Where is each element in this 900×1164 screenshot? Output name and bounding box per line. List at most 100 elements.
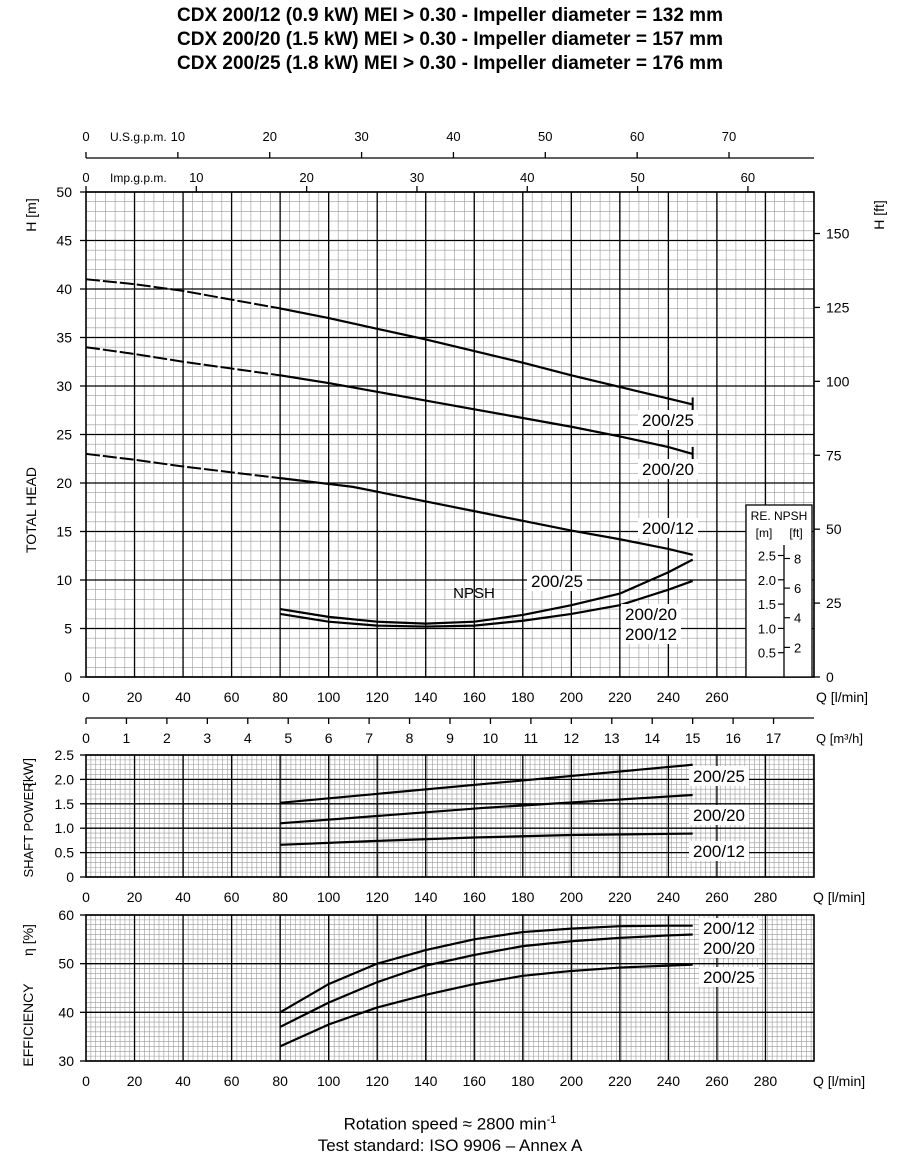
- head-ytick-label: 20: [56, 475, 72, 491]
- chart-title-3: CDX 200/25 (1.8 kW) MEI > 0.30 - Impelle…: [177, 53, 723, 74]
- power-ytick-label: 2.5: [55, 747, 75, 763]
- m3h-tick-label: 16: [725, 730, 741, 746]
- m3h-tick-label: 12: [564, 730, 580, 746]
- usgpm-tick-label: 60: [630, 129, 644, 144]
- head-xtick-label: 100: [317, 689, 341, 705]
- efficiency-ytick-label: 50: [58, 956, 74, 972]
- head-ylabel: TOTAL HEAD: [23, 467, 39, 553]
- head-ft-tick-label: 150: [826, 226, 850, 242]
- head-ft-tick-label: 0: [826, 669, 834, 685]
- rotation-speed-text: Rotation speed ≈ 2800 min: [343, 1114, 547, 1134]
- efficiency-ytick-label: 60: [58, 907, 74, 923]
- impgpm-tick-label: 10: [189, 170, 203, 185]
- power-label-200-25-bg: [689, 766, 749, 786]
- npsh-scale-unit-ft: [ft]: [789, 526, 802, 540]
- impgpm-tick-label: 20: [299, 170, 313, 185]
- head-label-200-12-bg: [638, 518, 698, 538]
- efficiency-label-200-25: 200/25: [703, 968, 755, 987]
- npsh-m-tick-label: 1.0: [758, 621, 776, 636]
- power-xtick-label: 180: [511, 889, 535, 905]
- npsh-scale-title: RE. NPSH: [751, 509, 808, 523]
- usgpm-tick-label: 20: [262, 129, 276, 144]
- power-ytick-label: 0.5: [55, 845, 75, 861]
- efficiency-yunit: η [%]: [20, 924, 36, 956]
- power-xtick-label: 140: [414, 889, 438, 905]
- power-ylabel: SHAFT POWER: [21, 782, 36, 877]
- m3h-tick-label: 3: [203, 730, 211, 746]
- m3h-tick-label: 6: [325, 730, 333, 746]
- usgpm-tick-label: 0: [82, 129, 89, 144]
- power-xtick-label: 260: [705, 889, 729, 905]
- head-curve-200/25-extrapolated: [85, 278, 281, 310]
- head-curve-200/25: [279, 307, 693, 406]
- power-xtick-label: 240: [657, 889, 681, 905]
- m3h-tick-label: 17: [766, 730, 782, 746]
- npsh-ft-tick-label: 2: [794, 640, 801, 655]
- power-ytick-label: 1.0: [55, 820, 75, 836]
- m3h-tick-label: 10: [483, 730, 499, 746]
- m3h-tick-label: 11: [524, 730, 539, 746]
- npsh-label-200-25-bg: [527, 571, 587, 591]
- rotation-speed-note: Rotation speed ≈ 2800 min-1: [0, 1114, 900, 1135]
- efficiency-xtick-label: 260: [705, 1073, 729, 1089]
- efficiency-ytick-label: 30: [58, 1053, 74, 1069]
- head-yunit-right: H [ft]: [871, 200, 887, 230]
- efficiency-xtick-label: 60: [224, 1073, 240, 1089]
- head-xtick-label: 80: [272, 689, 288, 705]
- head-xtick-label: 0: [82, 689, 90, 705]
- head-label-200-25: 200/25: [642, 411, 694, 430]
- npsh-m-tick-label: 2.0: [758, 573, 776, 588]
- head-ft-tick-label: 50: [826, 521, 842, 537]
- efficiency-xtick-label: 20: [127, 1073, 143, 1089]
- efficiency-xtick-label: 0: [82, 1073, 90, 1089]
- npsh-curve-200/20: [279, 579, 694, 628]
- m3h-tick-label: 15: [685, 730, 701, 746]
- head-label-200-20: 200/20: [642, 460, 694, 479]
- m3h-tick-label: 9: [446, 730, 454, 746]
- m3h-tick-label: 13: [604, 730, 620, 746]
- power-xtick-label: 60: [224, 889, 240, 905]
- m3h-tick-label: 2: [163, 730, 171, 746]
- power-curve-200/12: [280, 832, 693, 846]
- power-xtick-label: 0: [82, 889, 90, 905]
- efficiency-xtick-label: 140: [414, 1073, 438, 1089]
- usgpm-axis-label: U.S.g.p.m.: [110, 130, 167, 144]
- power-ytick-label: 1.5: [55, 796, 75, 812]
- power-plot-frame: [85, 754, 815, 878]
- head-yunit-left: H [m]: [23, 198, 39, 231]
- npsh-m-tick-label: 1.5: [758, 597, 776, 612]
- rotation-speed-exponent: -1: [546, 1114, 557, 1126]
- efficiency-label-200-12-bg: [699, 918, 759, 938]
- head-ytick-label: 50: [56, 184, 72, 200]
- m3h-tick-label: 5: [284, 730, 292, 746]
- power-curve-200/25: [280, 763, 693, 804]
- head-ft-tick-label: 25: [826, 595, 842, 611]
- power-xtick-label: 100: [317, 889, 341, 905]
- power-xtick-label: 160: [463, 889, 487, 905]
- power-label-200-20: 200/20: [693, 806, 745, 825]
- m3h-tick-label: 1: [123, 730, 131, 746]
- head-ft-tick-label: 125: [826, 299, 850, 315]
- power-yunit: [kW]: [20, 758, 36, 786]
- efficiency-label-200-12: 200/12: [703, 919, 755, 938]
- head-xtick-label: 60: [224, 689, 240, 705]
- power-xtick-label: 220: [608, 889, 632, 905]
- head-ytick-label: 15: [56, 524, 72, 540]
- power-label-200-12: 200/12: [693, 842, 745, 861]
- power-label-200-25: 200/25: [693, 767, 745, 786]
- usgpm-tick-label: 40: [446, 129, 460, 144]
- impgpm-tick-label: 0: [82, 170, 89, 185]
- npsh-scale-box: [745, 504, 813, 678]
- power-ytick-label: 2.0: [55, 771, 75, 787]
- test-standard-note: Test standard: ISO 9906 – Annex A: [317, 1136, 583, 1155]
- efficiency-xtick-label: 200: [560, 1073, 584, 1089]
- npsh-label-200-12: 200/12: [625, 625, 677, 644]
- m3h-tick-label: 7: [365, 730, 373, 746]
- usgpm-tick-label: 30: [354, 129, 368, 144]
- m3h-tick-label: 0: [82, 730, 90, 746]
- chart-title-2: CDX 200/20 (1.5 kW) MEI > 0.30 - Impelle…: [177, 29, 723, 50]
- head-ytick-label: 5: [64, 621, 72, 637]
- head-label-200-12: 200/12: [642, 519, 694, 538]
- head-xtick-label: 160: [463, 689, 487, 705]
